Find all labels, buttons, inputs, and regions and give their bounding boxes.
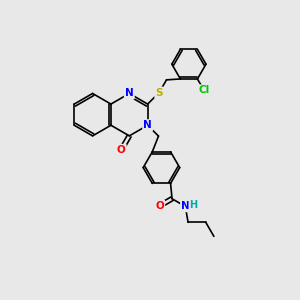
Text: O: O	[155, 201, 164, 211]
Text: H: H	[190, 200, 198, 210]
Text: N: N	[125, 88, 134, 98]
Text: O: O	[117, 145, 126, 155]
Text: N: N	[181, 201, 190, 212]
Text: N: N	[143, 120, 152, 130]
Text: Cl: Cl	[198, 85, 210, 95]
Text: S: S	[155, 88, 163, 98]
